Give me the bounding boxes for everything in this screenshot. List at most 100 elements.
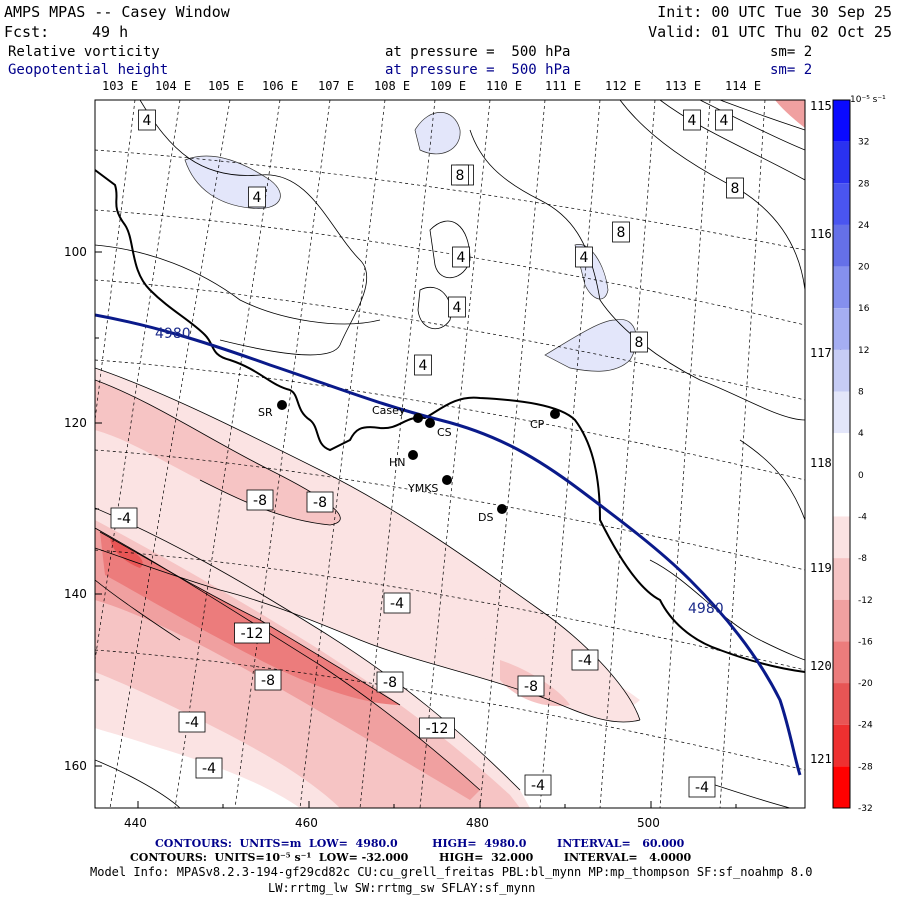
height-labels: 4980 4980 <box>155 326 724 617</box>
lon-label: 107 E <box>318 79 354 93</box>
colorbar-swatch <box>833 100 850 142</box>
lon-label: 111 E <box>545 79 581 93</box>
vorticity-label: -12 <box>241 626 264 642</box>
field1-name: Relative vorticity <box>8 44 160 60</box>
colorbar-swatch <box>833 599 850 642</box>
footer-contours-height: CONTOURS: UNITS=m LOW= 4980.0 HIGH= 4980… <box>155 837 685 850</box>
colorbar-swatch <box>833 308 850 350</box>
footer-contours-vorticity: CONTOURS: UNITS=10⁻⁵ s⁻¹ LOW= -32.000 HI… <box>130 851 692 864</box>
vorticity-label-box <box>612 221 630 243</box>
colorbar-swatch <box>833 266 850 309</box>
height-label: 4980 <box>155 326 191 342</box>
plot-frame <box>94 99 806 809</box>
forecast-label: Fcst: <box>4 23 50 41</box>
y-tick-label: 120 <box>64 416 87 430</box>
vorticity-labels: 4444488444488-8-8-4-4-12-8-8-4-8-12-4-4-… <box>110 109 744 798</box>
stations <box>277 400 560 514</box>
vorticity-label: 8 <box>617 225 626 241</box>
colorbar-label: 12 <box>858 346 869 356</box>
colorbar-unit: 10⁻⁵ s⁻¹ <box>850 95 886 105</box>
station-label: CP <box>530 418 545 431</box>
vorticity-label: 4 <box>453 300 462 316</box>
station-marker-hn[interactable] <box>408 450 418 460</box>
station-label: CS <box>437 426 452 439</box>
station-marker-ymks[interactable] <box>442 475 452 485</box>
vorticity-label-box <box>234 622 270 644</box>
station-label: Casey <box>372 404 406 417</box>
vorticity-label-box <box>451 164 469 186</box>
colorbar-swatch <box>833 474 850 517</box>
colorbar-frame <box>832 99 851 809</box>
station-labels: SR Casey CS CP HN YMKS DS <box>258 404 545 524</box>
vorticity-label-box <box>178 711 206 733</box>
lon-label: 110 E <box>486 79 522 93</box>
colorbar-swatch <box>833 141 850 184</box>
colorbar-swatch <box>833 183 850 225</box>
footer-physics-info: LW:rrtmg_lw SW:rrtmg_sw SFLAY:sf_mynn <box>268 881 536 895</box>
vorticity-label-box <box>246 489 274 511</box>
x-axis: 440 460 480 500 <box>124 816 660 830</box>
colorbar-label: -24 <box>858 721 873 731</box>
lon-label: 113 E <box>665 79 701 93</box>
station-label: YMKS <box>407 482 438 495</box>
vorticity-label: 4 <box>457 250 466 266</box>
vorticity-label: -8 <box>261 673 275 689</box>
colorbar-label: -8 <box>858 554 867 564</box>
vorticity-label-box <box>248 186 266 208</box>
vorticity-label: -8 <box>253 493 267 509</box>
x-tick-label: 500 <box>637 816 660 830</box>
vorticity-label-box <box>195 757 223 779</box>
y-tick-label: 140 <box>64 587 87 601</box>
x-tick-label: 480 <box>466 816 489 830</box>
station-label: SR <box>258 406 273 419</box>
vorticity-label-box <box>419 717 455 739</box>
field1-level: at pressure = 500 hPa <box>385 44 571 60</box>
y-axis: 100 120 140 160 <box>64 245 87 773</box>
footer-model-info: Model Info: MPASv8.2.3-194-gf29cd82c CU:… <box>90 865 813 879</box>
vorticity-label-box <box>306 491 334 513</box>
colorbar-swatch <box>833 641 850 684</box>
init-time: Init: 00 UTC Tue 30 Sep 25 <box>657 3 892 21</box>
vorticity-label: -4 <box>202 761 216 777</box>
colorbar-swatch <box>833 224 850 267</box>
colorbar-label: -32 <box>858 804 873 814</box>
station-marker-cp[interactable] <box>550 409 560 419</box>
vorticity-label: 4 <box>253 190 262 206</box>
vorticity-label: -4 <box>185 715 199 731</box>
vorticity-label-box <box>524 774 552 796</box>
colorbar-swatch <box>833 558 850 600</box>
vorticity-label-box <box>517 675 545 697</box>
vorticity-label: 4 <box>580 250 589 266</box>
vorticity-label-box <box>571 649 599 671</box>
valid-time: Valid: 01 UTC Thu 02 Oct 25 <box>648 23 892 41</box>
station-marker-cs[interactable] <box>425 418 435 428</box>
vorticity-label: 8 <box>456 168 465 184</box>
x-tick-label: 460 <box>295 816 318 830</box>
vorticity-label-box <box>726 177 744 199</box>
vorticity-label: 4 <box>688 113 697 129</box>
vorticity-label: 4 <box>720 113 729 129</box>
station-marker-casey[interactable] <box>413 413 423 423</box>
vorticity-label: -4 <box>531 778 545 794</box>
plot-title: AMPS MPAS -- Casey Window <box>4 3 230 21</box>
lon-label: 103 E <box>102 79 138 93</box>
field2-name: Geopotential height <box>8 62 169 78</box>
colorbar-label: 28 <box>858 179 870 189</box>
y-tick-label: 100 <box>64 245 87 259</box>
vorticity-label: 4 <box>419 358 428 374</box>
vorticity-label: -4 <box>578 653 592 669</box>
station-marker-sr[interactable] <box>277 400 287 410</box>
vorticity-label-box <box>383 592 411 614</box>
vorticity-positive-patch-1 <box>414 112 461 155</box>
latlon-grid <box>95 100 805 808</box>
station-label: HN <box>389 456 406 469</box>
station-marker-ds[interactable] <box>497 504 507 514</box>
lon-label: 104 E <box>155 79 191 93</box>
colorbar-label: 32 <box>858 138 869 148</box>
geopotential-height-4980 <box>95 313 802 776</box>
lon-label: 106 E <box>262 79 298 93</box>
vorticity-label: 8 <box>635 335 644 351</box>
y-tick-label: 160 <box>64 759 87 773</box>
station-label: DS <box>478 511 493 524</box>
